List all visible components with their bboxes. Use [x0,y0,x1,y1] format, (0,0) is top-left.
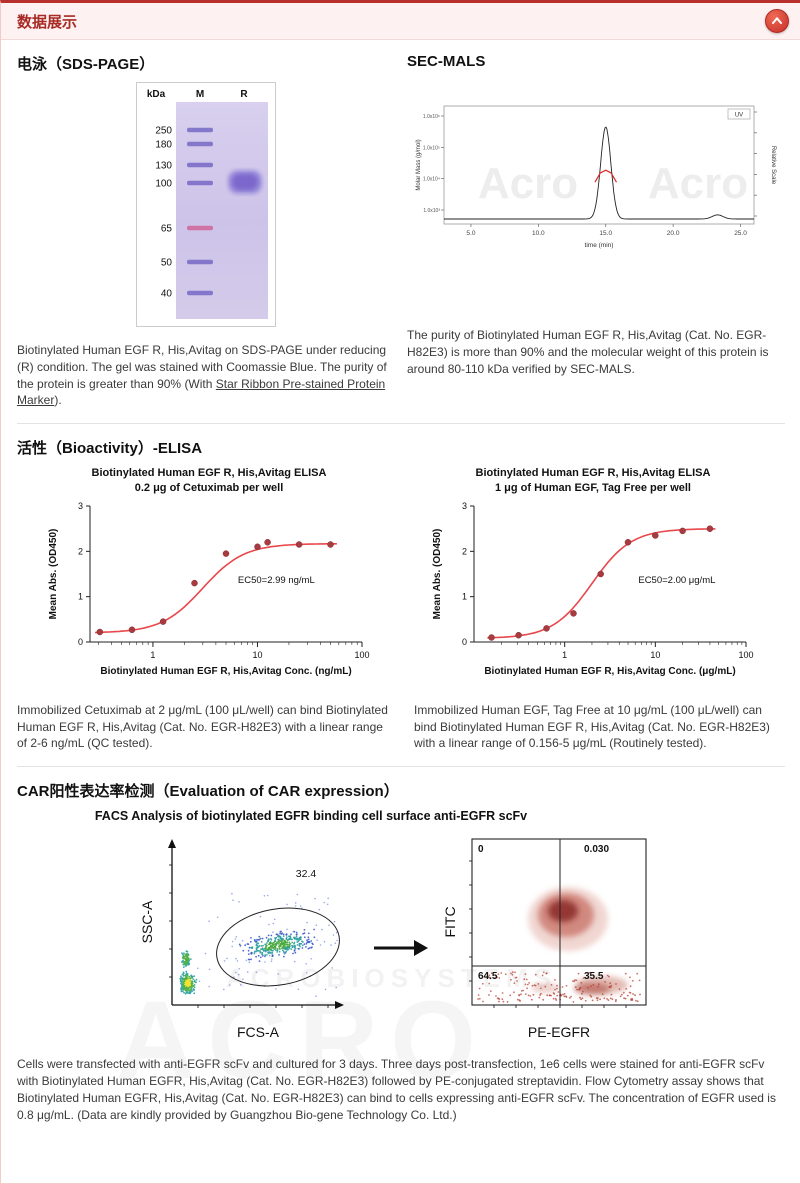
svg-text:50: 50 [161,258,173,269]
car-section-title: CAR阳性表达率检测（Evaluation of CAR expression） [17,783,399,801]
svg-text:10: 10 [650,650,660,660]
elisa-caption-right: Immobilized Human EGF, Tag Free at 10 μg… [414,702,770,751]
svg-text:1: 1 [150,650,155,660]
svg-text:2: 2 [462,546,467,556]
svg-text:PE-EGFR: PE-EGFR [528,1024,590,1040]
facs-caption: Cells were transfected with anti-EGFR sc… [17,1057,776,1122]
svg-text:10.0: 10.0 [532,230,545,237]
section-elisa: 活性（Bioactivity）-ELISA Biotinylated Human… [1,424,800,752]
sec-mals-column: SEC-MALS Acro Acro 5.0 10.0 15.0 20.0 25.0 1.0x… [395,53,785,409]
page-title: 数据展示 [17,13,78,31]
svg-text:Mean Abs. (OD450): Mean Abs. (OD450) [48,528,59,619]
svg-text:100: 100 [738,650,753,660]
section-header-bar: 数据展示 [1,3,800,40]
svg-text:Molar Mass (g/mol): Molar Mass (g/mol) [416,139,422,190]
svg-text:UV: UV [735,113,743,119]
section-divider [17,766,785,768]
svg-text:64.5: 64.5 [478,971,498,982]
sec-mals-chart: Acro Acro 5.0 10.0 15.0 20.0 25.0 1.0x10⁶ 1.0x10… [416,105,776,249]
sds-page-title: 电泳（SDS-PAGE） [17,56,155,73]
svg-text:130: 130 [155,161,172,172]
svg-text:35.5: 35.5 [584,971,604,982]
svg-text:1: 1 [78,592,83,602]
sds-gel-figure: kDa M R 250 180 130 100 65 50 40 [136,82,276,332]
elisa-caption-left: Immobilized Cetuximab at 2 μg/mL (100 μL… [17,702,388,751]
svg-text:Biotinylated Human EGF R, His,: Biotinylated Human EGF R, His,Avitag Con… [100,666,351,677]
elisa-figure-human-egf: Biotinylated Human EGF R, His,Avitag ELI… [401,466,785,692]
elisa-chart-right: 0 1 2 3 1 10 100 EC50=2.00 μg/mL Biotinylated Hu… [432,501,754,677]
svg-text:15.0: 15.0 [599,230,612,237]
svg-text:1.0x10⁴: 1.0x10⁴ [423,177,440,183]
svg-text:1.0x10⁵: 1.0x10⁵ [423,145,440,151]
sec-mals-caption: The purity of Biotinylated Human EGF R, … [407,328,769,376]
svg-text:0.030: 0.030 [584,844,609,855]
chevron-up-icon [772,17,782,24]
svg-text:R: R [240,89,248,100]
svg-text:180: 180 [155,140,172,151]
elisa-chart-title-left: Biotinylated Human EGF R, His,Avitag ELI… [92,466,327,496]
elisa-figure-cetuximab: Biotinylated Human EGF R, His,Avitag ELI… [17,466,401,692]
marker-product-link[interactable]: Star Ribbon Pre-stained Protein Marker [17,376,386,408]
facs-plots-row: 32.4 SSC-A FCS-A 0 0.030 64.5 35.5 FITC PE-EGFR [17,831,785,1048]
svg-text:Biotinylated Human EGF R, His,: Biotinylated Human EGF R, His,Avitag Con… [484,666,735,677]
svg-text:0: 0 [462,637,467,647]
facs-subtitle: FACS Analysis of biotinylated EGFR bindi… [94,809,528,824]
svg-text:time (min): time (min) [585,242,614,249]
svg-text:Acro: Acro [478,159,578,208]
sds-gel-image: kDa M R 250 180 130 100 65 50 40 [136,82,276,327]
facs-quadrant-figure: 0 0.030 64.5 35.5 FITC PE-EGFR [442,831,664,1048]
svg-text:kDa: kDa [147,89,166,100]
svg-text:Acro: Acro [648,159,748,208]
svg-text:0: 0 [78,637,83,647]
facs-quadrant-plot: 0 0.030 64.5 35.5 FITC PE-EGFR [442,838,647,1040]
svg-text:65: 65 [161,224,173,235]
svg-text:Relative Scale: Relative Scale [770,146,776,185]
svg-text:EC50=2.00 μg/mL: EC50=2.00 μg/mL [638,575,715,586]
svg-text:32.4: 32.4 [296,868,317,880]
arrow-right-icon [374,939,428,956]
collapse-button[interactable] [765,9,789,33]
svg-text:M: M [196,89,204,100]
svg-text:FCS-A: FCS-A [237,1024,280,1040]
svg-text:250: 250 [155,126,172,137]
sds-caption-end: ). [54,393,62,408]
svg-text:3: 3 [78,501,83,511]
facs-gate-figure: 32.4 SSC-A FCS-A [138,831,360,1048]
svg-text:FITC: FITC [442,907,458,938]
svg-text:40: 40 [161,289,173,300]
elisa-title-line2: 0.2 μg of Cetuximab per well [134,482,284,495]
sec-mals-figure: Acro Acro 5.0 10.0 15.0 20.0 25.0 1.0x10⁶ 1.0x10… [407,98,785,255]
elisa-title-line1: Biotinylated Human EGF R, His,Avitag ELI… [475,467,711,480]
section-car-expression: ACROBIOSYSTEMS ACRO CAR阳性表达率检测（Evaluatio… [1,767,800,1123]
svg-text:25.0: 25.0 [734,230,747,237]
svg-text:2: 2 [78,546,83,556]
svg-text:1.0x10³: 1.0x10³ [423,208,440,214]
elisa-title-line2: 1 μg of Human EGF, Tag Free per well [494,482,691,495]
elisa-chart-left: 0 1 2 3 1 10 100 EC50=2.99 ng/mL Biotinylated Hu… [48,501,370,677]
svg-text:1: 1 [462,592,467,602]
svg-text:100: 100 [354,650,369,660]
facs-scatter-plot: 32.4 SSC-A FCS-A [139,839,344,1040]
svg-text:1.0x10⁶: 1.0x10⁶ [423,114,440,120]
sds-page-column: 电泳（SDS-PAGE） kDa M R 250 180 130 100 65 50 40 Bio… [17,53,395,409]
svg-text:3: 3 [462,501,467,511]
svg-text:EC50=2.99 ng/mL: EC50=2.99 ng/mL [238,575,315,586]
svg-text:100: 100 [155,179,172,190]
elisa-title-line1: Biotinylated Human EGF R, His,Avitag ELI… [91,467,327,480]
svg-text:SSC-A: SSC-A [139,900,155,943]
svg-text:20.0: 20.0 [667,230,680,237]
elisa-section-title: 活性（Bioactivity）-ELISA [17,440,203,458]
sds-caption: Biotinylated Human EGF R, His,Avitag on … [17,342,395,409]
svg-text:5.0: 5.0 [466,230,475,237]
svg-text:Mean Abs. (OD450): Mean Abs. (OD450) [432,528,443,619]
sec-mals-title: SEC-MALS [407,53,486,70]
section-divider [17,423,785,425]
section-sds-sec: 电泳（SDS-PAGE） kDa M R 250 180 130 100 65 50 40 Bio… [1,40,800,409]
svg-text:0: 0 [478,844,484,855]
sds-caption-text: Biotinylated Human EGF R, His,Avitag on … [17,343,387,391]
elisa-chart-title-right: Biotinylated Human EGF R, His,Avitag ELI… [476,466,711,496]
svg-text:10: 10 [252,650,262,660]
svg-text:1: 1 [562,650,567,660]
